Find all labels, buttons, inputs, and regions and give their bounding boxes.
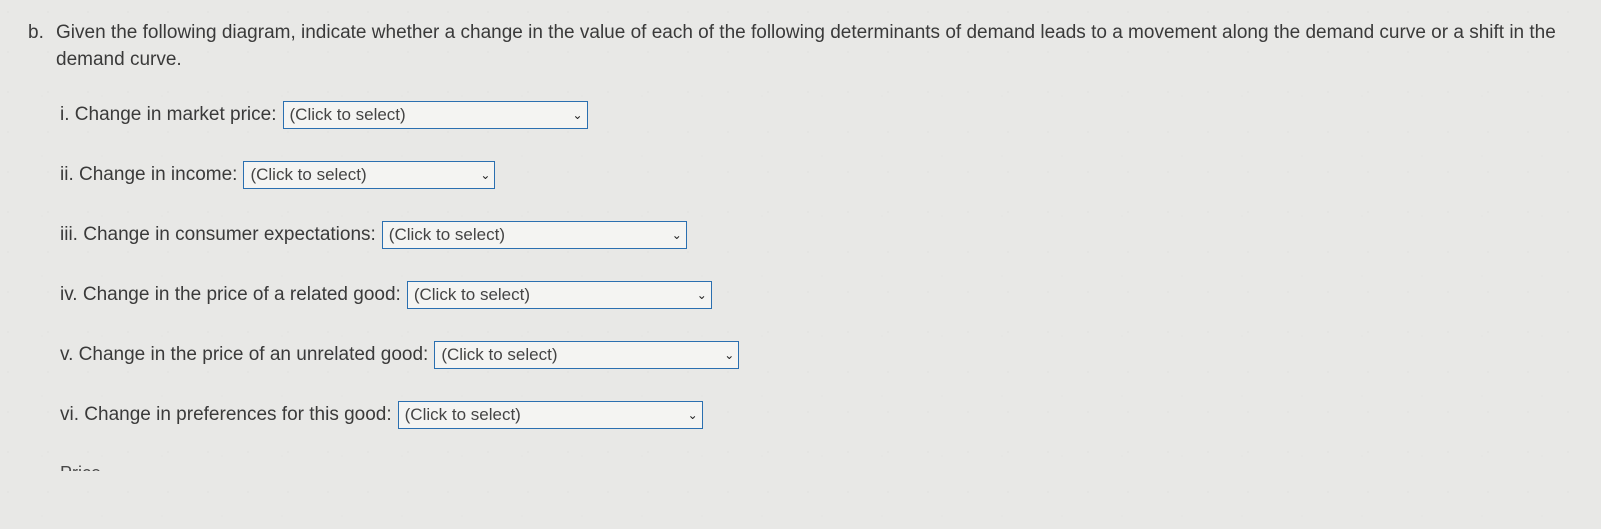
item-marker: iv. [60,284,78,305]
select-placeholder: (Click to select) [405,403,521,427]
item-label: vi. Change in preferences for this good: [60,402,392,429]
chevron-down-icon: ⌄ [697,287,707,304]
item-label: iv. Change in the price of a related goo… [60,282,401,309]
select-consumer-expectations[interactable]: (Click to select) ⌄ [382,221,687,249]
chevron-down-icon: ⌄ [672,227,682,244]
chevron-down-icon: ⌄ [724,347,734,364]
question-prompt: b. Given the following diagram, indicate… [28,20,1573,73]
item-text: Change in market price: [75,104,277,125]
item-iii: iii. Change in consumer expectations: (C… [60,221,1573,249]
item-text: Change in income: [79,164,237,185]
item-marker: ii. [60,164,74,185]
select-placeholder: (Click to select) [441,343,557,367]
chevron-down-icon: ⌄ [688,407,698,424]
item-marker: iii. [60,224,78,245]
question-text: Given the following diagram, indicate wh… [56,20,1573,73]
chevron-down-icon: ⌄ [572,107,582,124]
select-market-price[interactable]: (Click to select) ⌄ [283,101,588,129]
item-label: ii. Change in income: [60,162,237,189]
item-i: i. Change in market price: (Click to sel… [60,101,1573,129]
select-income[interactable]: (Click to select) ⌄ [243,161,495,189]
chevron-down-icon: ⌄ [480,167,490,184]
select-related-good[interactable]: (Click to select) ⌄ [407,281,712,309]
select-placeholder: (Click to select) [414,283,530,307]
item-iv: iv. Change in the price of a related goo… [60,281,1573,309]
items-container: i. Change in market price: (Click to sel… [60,101,1573,429]
item-marker: v. [60,344,73,365]
item-vi: vi. Change in preferences for this good:… [60,401,1573,429]
select-placeholder: (Click to select) [389,223,505,247]
select-placeholder: (Click to select) [290,103,406,127]
item-text: Change in preferences for this good: [84,404,391,425]
item-text: Change in the price of a related good: [83,284,401,305]
item-label: v. Change in the price of an unrelated g… [60,342,428,369]
item-v: v. Change in the price of an unrelated g… [60,341,1573,369]
item-marker: vi. [60,404,79,425]
item-label: iii. Change in consumer expectations: [60,222,376,249]
question-marker: b. [28,20,52,73]
cutoff-text: Price [60,461,1573,471]
item-ii: ii. Change in income: (Click to select) … [60,161,1573,189]
select-preferences[interactable]: (Click to select) ⌄ [398,401,703,429]
item-label: i. Change in market price: [60,102,277,129]
select-unrelated-good[interactable]: (Click to select) ⌄ [434,341,739,369]
item-marker: i. [60,104,70,125]
select-placeholder: (Click to select) [250,163,366,187]
item-text: Change in consumer expectations: [83,224,376,245]
item-text: Change in the price of an unrelated good… [79,344,429,365]
